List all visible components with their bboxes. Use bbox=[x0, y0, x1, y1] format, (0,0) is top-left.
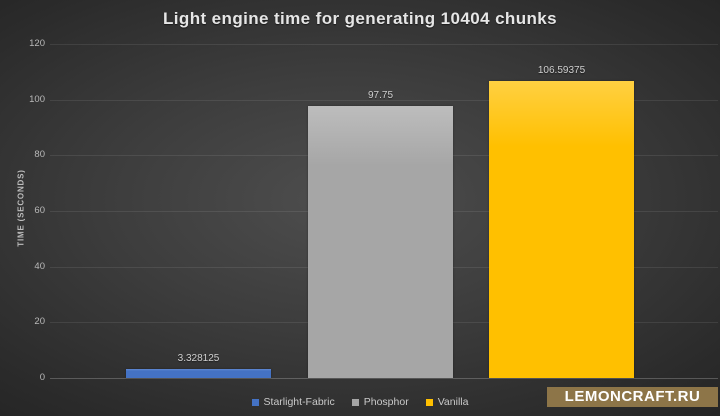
bar-value-label: 97.75 bbox=[367, 89, 394, 101]
y-tick-label: 0 bbox=[39, 372, 45, 383]
y-tick-label: 20 bbox=[34, 316, 45, 328]
chart-title: Light engine time for generating 10404 c… bbox=[163, 9, 557, 28]
legend-marker-icon bbox=[251, 398, 259, 406]
legend-label: Starlight-Fabric bbox=[263, 396, 335, 408]
watermark-badge: LEMONCRAFT.RU bbox=[547, 387, 718, 407]
legend-item-phosphor: Phosphor bbox=[351, 396, 409, 408]
bar-vanilla bbox=[489, 81, 634, 378]
watermark-label: LEMONCRAFT.RU bbox=[564, 388, 701, 405]
legend: Starlight-Fabric Phosphor Vanilla bbox=[0, 396, 720, 408]
bar-value-label: 3.328125 bbox=[177, 352, 220, 364]
bar-phosphor bbox=[308, 105, 453, 378]
y-tick-label: 100 bbox=[29, 93, 45, 105]
bar-starlight-fabric bbox=[126, 368, 271, 378]
gridline bbox=[50, 99, 718, 101]
y-tick-label: 80 bbox=[34, 149, 45, 161]
legend-label: Vanilla bbox=[437, 396, 469, 408]
legend-item-starlight-fabric: Starlight-Fabric bbox=[251, 396, 335, 408]
legend-marker-icon bbox=[351, 398, 359, 406]
y-tick-label: 40 bbox=[34, 260, 45, 272]
gridline bbox=[50, 44, 718, 45]
bar-value-label: 106.59375 bbox=[537, 65, 586, 77]
x-axis-line bbox=[50, 378, 718, 379]
y-tick-label: 60 bbox=[34, 205, 45, 216]
y-tick-label: 120 bbox=[29, 38, 45, 49]
legend-item-vanilla: Vanilla bbox=[425, 396, 469, 408]
legend-marker-icon bbox=[425, 398, 433, 406]
legend-label: Phosphor bbox=[363, 396, 409, 408]
